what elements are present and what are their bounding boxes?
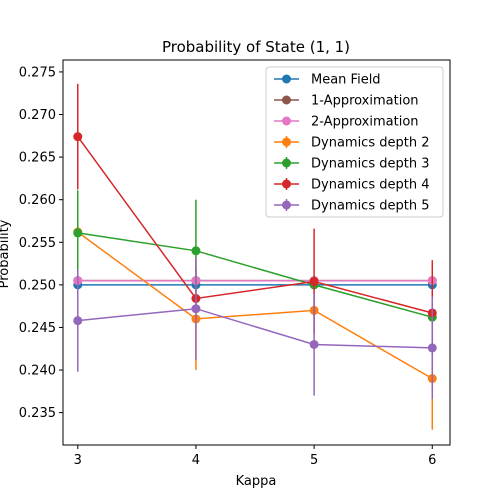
series-line <box>77 232 433 318</box>
series-line <box>77 136 433 314</box>
y-tick-label: 0.260 <box>19 193 56 208</box>
legend-entry: 2-Approximation <box>274 115 419 130</box>
legend-entry: Dynamics depth 5 <box>274 199 429 214</box>
y-tick-label: 0.245 <box>19 321 56 336</box>
legend: Mean Field 1-Approximation 2-Approximation… <box>265 66 444 218</box>
legend-entry: 1-Approximation <box>274 94 419 109</box>
legend-entry: Dynamics depth 4 <box>274 178 429 193</box>
chart-title: Probability of State (1, 1) <box>162 38 350 56</box>
series-dynamics-depth-5 <box>73 257 437 400</box>
legend-label: 2-Approximation <box>311 115 419 130</box>
legend-box <box>265 66 444 218</box>
y-tick-label: 0.255 <box>19 236 56 251</box>
legend-marker <box>282 137 291 147</box>
plot-series <box>73 83 437 430</box>
legend-marker <box>282 74 291 84</box>
legend-label: Dynamics depth 4 <box>311 178 429 193</box>
data-point <box>73 228 83 238</box>
y-tick-label: 0.235 <box>19 406 56 421</box>
x-axis: 3 4 5 6 <box>74 445 436 468</box>
y-tick-label: 0.240 <box>19 364 56 379</box>
data-point <box>73 132 83 142</box>
data-point <box>191 304 201 314</box>
data-point <box>309 339 319 349</box>
legend-entry: Dynamics depth 3 <box>274 157 429 172</box>
legend-marker <box>282 179 291 189</box>
plot-frame <box>62 59 451 446</box>
data-point <box>73 316 83 326</box>
y-tick-label: 0.265 <box>19 151 56 166</box>
legend-entry: Mean Field <box>274 73 381 88</box>
series-dynamics-depth-2 <box>73 227 437 430</box>
legend-marker <box>282 200 291 210</box>
y-axis-label: Probability <box>0 219 12 288</box>
y-tick-label: 0.250 <box>19 278 56 293</box>
y-tick-label: 0.270 <box>19 108 56 123</box>
x-tick-label: 5 <box>310 453 318 468</box>
y-axis: 0.235 0.240 0.245 0.250 0.255 0.260 0.265 0.270… <box>19 65 63 421</box>
legend-label: Mean Field <box>311 73 381 88</box>
legend-label: Dynamics depth 2 <box>311 136 429 151</box>
x-tick-label: 6 <box>428 453 436 468</box>
legend-marker <box>282 116 291 126</box>
legend-label: Dynamics depth 5 <box>311 199 429 214</box>
legend-entry: Dynamics depth 2 <box>274 136 429 151</box>
data-point <box>309 276 319 286</box>
x-axis-label: Kappa <box>236 474 277 489</box>
series-line <box>77 307 433 349</box>
y-tick-label: 0.275 <box>19 65 56 80</box>
legend-label: Dynamics depth 3 <box>311 157 429 172</box>
legend-marker <box>282 158 291 168</box>
data-point <box>427 343 437 353</box>
data-point <box>191 246 201 256</box>
legend-label: 1-Approximation <box>311 94 419 109</box>
series-mean-field <box>73 280 437 290</box>
x-tick-label: 4 <box>192 453 200 468</box>
series-2-approximation <box>73 276 437 286</box>
legend-marker <box>282 95 291 105</box>
series-line <box>77 231 433 380</box>
x-tick-label: 3 <box>74 453 82 468</box>
